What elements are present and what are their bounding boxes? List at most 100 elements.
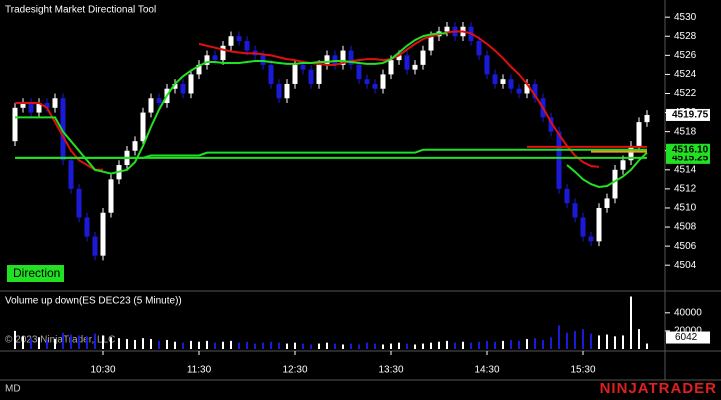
- candle-body: [292, 64, 298, 84]
- y-tick-label: 4522: [674, 88, 697, 99]
- candle-body: [236, 36, 242, 42]
- volume-bar: [558, 325, 560, 349]
- volume-bar: [486, 340, 488, 349]
- volume-bar: [446, 340, 448, 349]
- candle-body: [580, 217, 586, 237]
- volume-bar: [422, 343, 424, 349]
- volume-bar: [438, 341, 440, 349]
- price-box: [666, 143, 710, 156]
- volume-bar: [70, 334, 72, 349]
- volume-bar: [46, 339, 48, 349]
- indicator-line: [15, 148, 647, 159]
- candle-body: [356, 64, 362, 80]
- volume-bar: [278, 342, 280, 349]
- y-tick-label: 4526: [674, 50, 697, 61]
- volume-box: [666, 331, 710, 344]
- volume-bar: [78, 335, 80, 349]
- volume-bar: [494, 341, 496, 349]
- volume-bar: [574, 330, 576, 349]
- volume-bar: [430, 342, 432, 349]
- candle-body: [396, 55, 402, 61]
- volume-bar: [190, 340, 192, 349]
- volume-bar: [126, 339, 128, 349]
- candle-body: [276, 83, 282, 99]
- volume-bar: [222, 341, 224, 349]
- x-tick-label: 11:30: [187, 365, 212, 376]
- volume-bar: [566, 332, 568, 349]
- candle-body: [268, 64, 274, 84]
- candle-body: [492, 74, 498, 84]
- candle-body: [108, 179, 114, 213]
- candle-body: [100, 212, 106, 256]
- y-tick-label: 4528: [674, 31, 697, 42]
- candle-body: [12, 107, 18, 142]
- logo: NINJATRADER: [600, 380, 717, 397]
- volume-bar: [326, 342, 328, 349]
- volume-bar: [350, 343, 352, 349]
- candle-body: [348, 50, 354, 65]
- y-tick-label: 4524: [674, 69, 697, 80]
- volume-bar: [110, 337, 112, 349]
- candle-body: [644, 114, 650, 123]
- y-tick-label: 4504: [674, 260, 697, 271]
- volume-box-label: 6042: [675, 332, 698, 343]
- candle-body: [308, 69, 314, 84]
- candle-body: [532, 83, 538, 99]
- volume-bar: [478, 341, 480, 349]
- candle-body: [204, 55, 210, 65]
- y-tick-label: 4508: [674, 222, 697, 233]
- y-tick-label: 4506: [674, 241, 697, 252]
- volume-bar: [230, 340, 232, 349]
- volume-bar: [382, 344, 384, 349]
- volume-bar: [542, 339, 544, 349]
- volume-bar: [614, 336, 616, 349]
- volume-bar: [94, 333, 96, 349]
- price-box: [666, 108, 710, 121]
- candle-body: [428, 36, 434, 51]
- candle-body: [636, 122, 642, 146]
- volume-bar: [398, 342, 400, 349]
- candle-body: [588, 236, 594, 242]
- volume-bar: [102, 335, 104, 349]
- candle-body: [20, 103, 26, 108]
- volume-bar: [174, 341, 176, 349]
- candle-body: [380, 74, 386, 89]
- candle-body: [132, 141, 138, 151]
- volume-bar: [534, 338, 536, 349]
- candle-body: [84, 217, 90, 237]
- volume-bar: [606, 334, 608, 349]
- volume-bar: [518, 340, 520, 349]
- volume-bar: [246, 341, 248, 349]
- volume-bar: [22, 336, 24, 349]
- candle-body: [476, 41, 482, 56]
- candle-body: [228, 36, 234, 46]
- candle-body: [372, 83, 378, 89]
- volume-bar: [238, 342, 240, 349]
- candle-body: [524, 83, 530, 94]
- candle-body: [92, 236, 98, 256]
- volume-bar: [366, 342, 368, 349]
- volume-bar: [54, 339, 56, 349]
- candle-body: [36, 103, 42, 113]
- volume-bar: [206, 340, 208, 349]
- candle-body: [548, 117, 554, 132]
- volume-bar: [342, 344, 344, 349]
- candle-body: [404, 55, 410, 70]
- candle-body: [76, 188, 82, 218]
- volume-bar: [502, 340, 504, 349]
- volume-bar: [262, 342, 264, 349]
- candle-body: [596, 207, 602, 242]
- volume-bar: [374, 343, 376, 349]
- candle-body: [244, 41, 250, 51]
- candle-body: [188, 74, 194, 94]
- candle-body: [412, 64, 418, 70]
- volume-bar: [294, 342, 296, 349]
- volume-bar: [622, 335, 624, 349]
- candle-body: [316, 64, 322, 84]
- candle-body: [628, 145, 634, 161]
- candle-body: [444, 26, 450, 32]
- y-tick-label: 4530: [674, 12, 697, 23]
- volume-bar: [414, 344, 416, 349]
- x-tick-label: 13:30: [378, 365, 403, 376]
